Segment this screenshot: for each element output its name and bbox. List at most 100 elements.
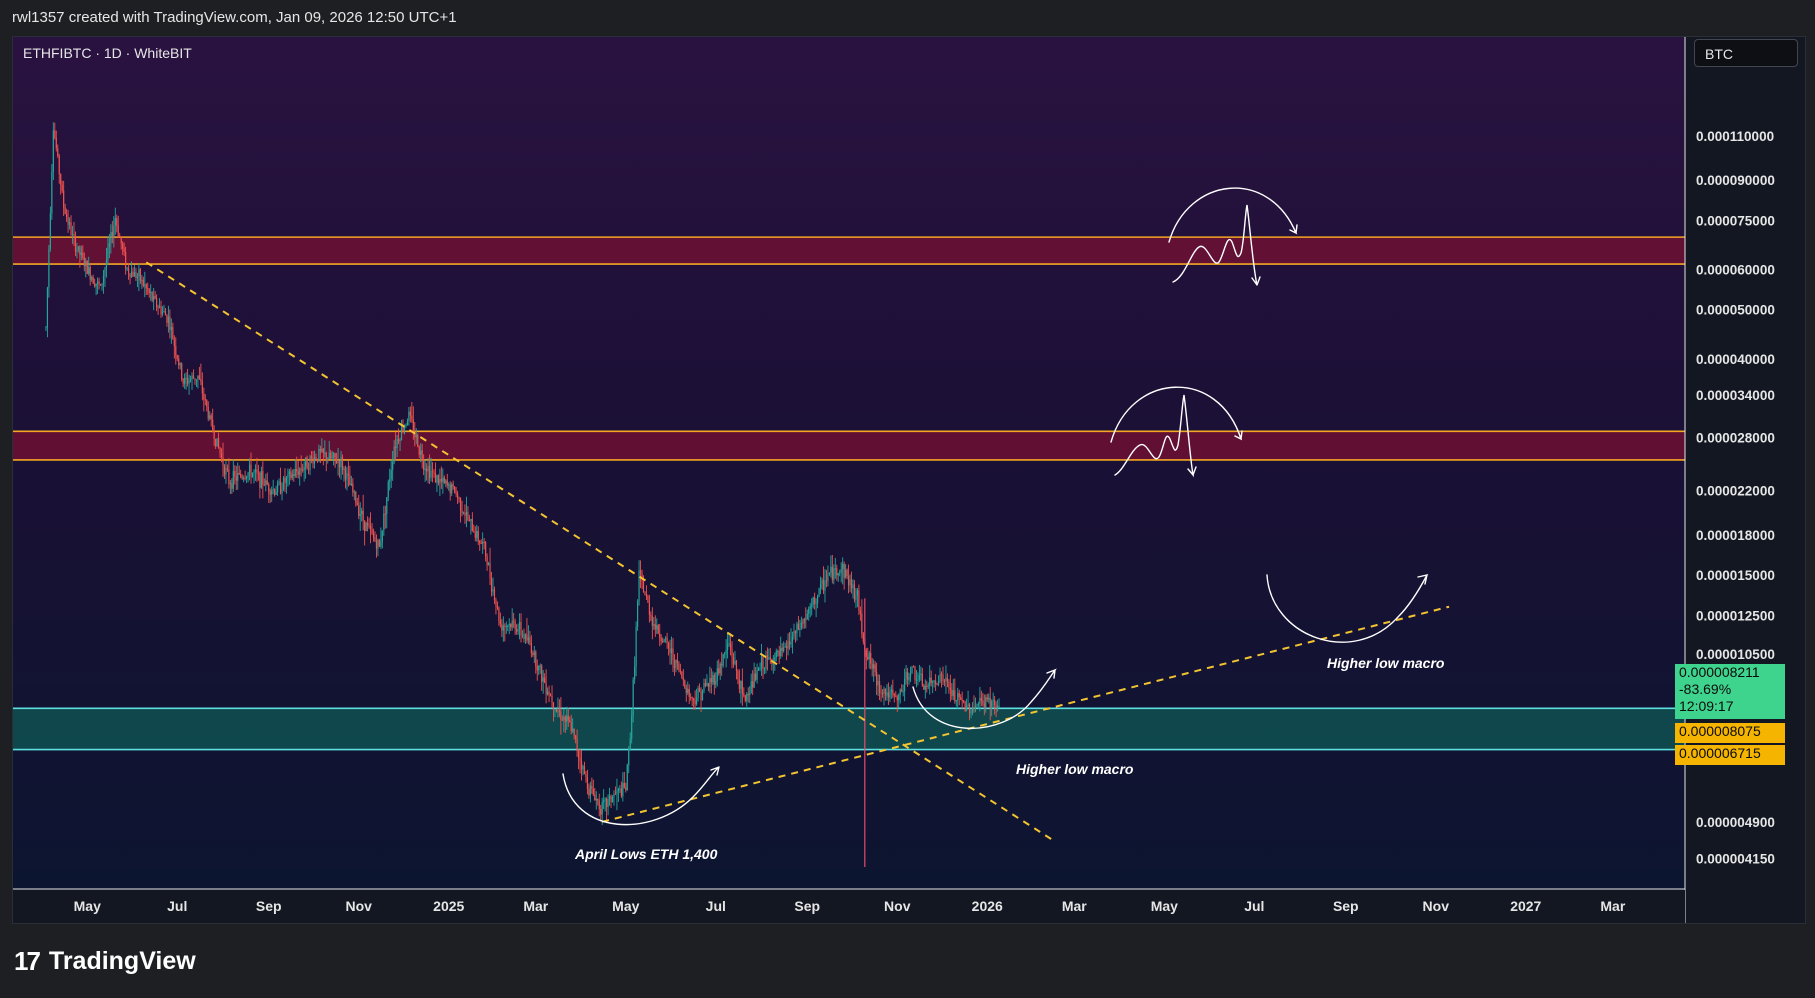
candle (909, 666, 912, 683)
candle-body (113, 226, 115, 238)
sketches-layer: April Lows ETH 1,400 Higher low macro High… (562, 187, 1445, 862)
candle-body (74, 235, 77, 252)
candle-body (307, 469, 310, 471)
candle (275, 485, 277, 495)
candle (110, 224, 112, 254)
candle (625, 782, 627, 793)
candle (967, 690, 969, 708)
candle-body (96, 281, 99, 284)
candle-body (595, 798, 597, 801)
candle-body (850, 579, 853, 589)
time-tick-label: Mar (1062, 898, 1087, 914)
candle (355, 490, 357, 507)
tradingview-logo[interactable]: 17 TradingView (14, 946, 196, 977)
candle (238, 465, 240, 476)
candle (505, 621, 507, 634)
candle-body (917, 679, 919, 681)
candle-body (172, 327, 174, 340)
candle (586, 769, 589, 795)
candle-body (483, 541, 485, 543)
candle (847, 564, 850, 594)
candle-body (589, 785, 591, 796)
time-tick-label: Sep (1333, 898, 1359, 914)
symbol-label[interactable]: ETHFIBTC · 1D · WhiteBIT (23, 45, 192, 61)
candle-body (942, 674, 944, 681)
candle-body (305, 457, 307, 467)
candle-body (430, 470, 432, 478)
candle (157, 304, 159, 315)
candle-body (319, 448, 321, 452)
candle-body (930, 677, 932, 683)
candle (685, 684, 687, 702)
candle-body (868, 652, 870, 660)
candle-body (406, 420, 409, 426)
candle (362, 494, 364, 531)
candle (288, 468, 290, 485)
candle-body (185, 377, 187, 379)
candle (293, 468, 295, 482)
candle (483, 538, 485, 550)
candle (269, 488, 271, 504)
candle (380, 527, 382, 549)
candle (524, 633, 527, 644)
candle-body (946, 677, 949, 682)
candle-body (955, 700, 957, 702)
candle-body (275, 492, 277, 495)
candle-body (548, 691, 550, 696)
candle-body (887, 692, 890, 698)
candle-body (194, 378, 196, 380)
candle-body (147, 288, 149, 290)
zone-upper-price-tag: 0.000008075 (1675, 723, 1785, 743)
candle-body (197, 375, 199, 380)
candle-body (161, 311, 164, 315)
candle (740, 680, 742, 704)
candle-body (141, 279, 143, 281)
candle-body (527, 637, 530, 641)
candle (251, 472, 254, 478)
candle-body (884, 688, 887, 696)
candle-body (271, 490, 273, 495)
candle (631, 709, 633, 744)
candle-body (55, 138, 57, 149)
candle (672, 638, 674, 673)
candle (480, 539, 482, 544)
candle (935, 674, 937, 691)
price-tick-label: 0.000110000 (1696, 129, 1774, 144)
candle-body (865, 650, 867, 658)
candle-body (628, 748, 630, 766)
candle (763, 667, 766, 675)
candle-body (982, 700, 984, 704)
candle (470, 518, 472, 535)
candle-body (154, 296, 156, 299)
candle (397, 428, 400, 445)
candle-body (70, 222, 72, 235)
candle (558, 699, 560, 718)
candle-body (223, 465, 226, 475)
candle-body (156, 298, 158, 308)
candle (459, 497, 462, 523)
candle-body (535, 651, 537, 667)
candle (315, 453, 317, 462)
candle (492, 577, 494, 596)
candle-body (977, 704, 980, 706)
candle-body (564, 716, 566, 722)
candle-body (890, 689, 892, 692)
candle (607, 794, 609, 816)
candle (486, 553, 488, 571)
candle (867, 647, 869, 661)
candle (189, 375, 192, 383)
candle (555, 708, 558, 713)
candle-body (269, 491, 271, 495)
candle-body (80, 252, 82, 256)
candle-body (192, 375, 195, 379)
currency-selector[interactable]: BTC (1694, 39, 1798, 67)
candle (461, 500, 463, 517)
candle (220, 448, 223, 463)
chart-panel[interactable]: April Lows ETH 1,400 Higher low macro High… (12, 36, 1806, 924)
price-chart[interactable]: April Lows ETH 1,400 Higher low macro High… (13, 37, 1805, 923)
candle (709, 666, 711, 693)
candle-body (538, 665, 540, 671)
candle-body (58, 155, 60, 175)
candle (464, 504, 466, 525)
candle-body (318, 448, 320, 461)
